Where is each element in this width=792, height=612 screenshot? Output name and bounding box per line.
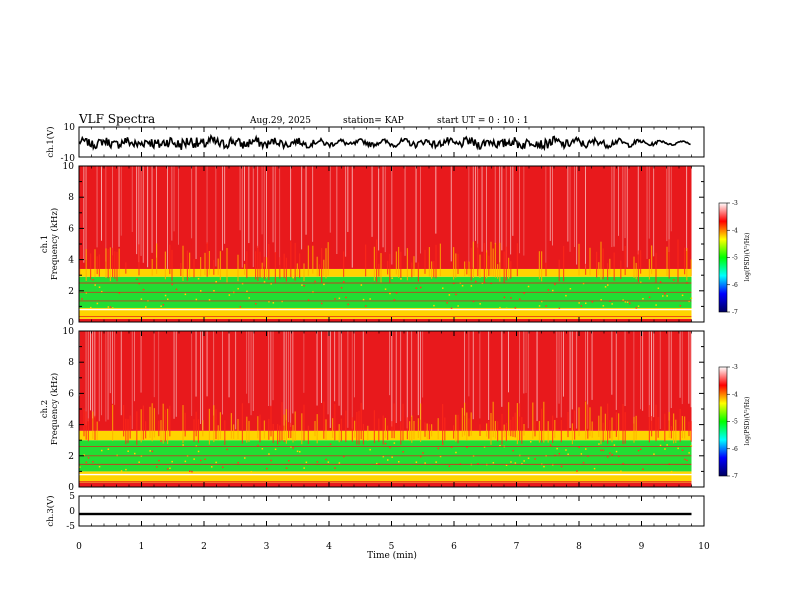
ch2-colorbar-label: log(PSD)(V²/Hz) xyxy=(744,397,751,446)
freq-tick-label: 0 xyxy=(68,318,74,328)
time-tick-label: 6 xyxy=(451,542,457,552)
freq-tick-label: 4 xyxy=(68,256,74,266)
time-tick-label: 5 xyxy=(389,542,395,552)
ch1-spectrogram-panel: 0 2 4 6 8 10 ch.1 Frequency (kHz) -3 -4 -5 -6 -7 … xyxy=(40,162,751,328)
ch1-ytick-top: 10 xyxy=(64,123,76,133)
freq-tick-label: 8 xyxy=(68,358,74,368)
ch1-spectrogram-channel-label: ch.1 xyxy=(40,235,50,253)
colorbar-tick-label: -6 xyxy=(732,446,738,453)
colorbar-tick-label: -3 xyxy=(732,200,738,207)
spectrum-band-high xyxy=(79,482,692,487)
ch2-spectrogram-ylabel: Frequency (kHz) xyxy=(49,373,60,445)
freq-tick-label: 6 xyxy=(68,224,74,234)
colorbar-tick-label: -7 xyxy=(732,473,738,480)
time-axis-label: Time (min) xyxy=(367,550,417,561)
colorbar-tick-label: -5 xyxy=(732,419,738,426)
figure-title: VLF Spectra xyxy=(78,112,155,126)
freq-tick-label: 2 xyxy=(68,452,74,462)
colorbar-tick-label: -3 xyxy=(732,364,738,371)
spectrum-band-mid xyxy=(79,268,692,277)
spectrum-band-high xyxy=(79,331,692,431)
time-tick-label: 4 xyxy=(326,542,332,552)
ch2-colorbar-gradient xyxy=(718,366,728,477)
ch1-spectrogram-image xyxy=(79,166,693,322)
ch1-colorbar-gradient xyxy=(718,202,728,313)
spectrum-band-mid xyxy=(79,471,692,483)
ch1-spectrogram-ylabel: Frequency (kHz) xyxy=(49,208,60,280)
time-tick-label: 3 xyxy=(264,542,270,552)
time-tick-label: 2 xyxy=(201,542,207,552)
colorbar-tick-label: -6 xyxy=(732,282,738,289)
colorbar-tick-label: -4 xyxy=(732,227,738,234)
ch2-spectrogram-channel-label: ch.2 xyxy=(40,400,50,418)
ch2-spectrogram-image xyxy=(79,331,693,487)
freq-tick-label: 10 xyxy=(63,327,75,337)
spectrum-band-mid xyxy=(79,307,692,319)
colorbar-tick-label: -5 xyxy=(732,255,738,262)
time-tick-label: 7 xyxy=(514,542,520,552)
time-tick-label: 0 xyxy=(76,542,82,552)
freq-tick-label: 2 xyxy=(68,287,74,297)
ch1-ylabel: ch.1(V) xyxy=(45,126,56,157)
start-time-label: start UT = 0 : 10 : 1 xyxy=(437,116,529,126)
date-label: Aug.29, 2025 xyxy=(249,116,311,126)
ch3-ylabel: ch.3(V) xyxy=(45,495,56,526)
ch1-ytick-bottom: -10 xyxy=(61,154,76,164)
freq-tick-label: 4 xyxy=(68,421,74,431)
freq-tick-label: 6 xyxy=(68,389,74,399)
freq-tick-label: 0 xyxy=(68,483,74,493)
ch1-colorbar: -3 -4 -5 -6 -7 log(PSD)(V²/Hz) xyxy=(718,200,751,316)
ch1-waveform-trace xyxy=(79,133,691,152)
time-tick-label: 8 xyxy=(576,542,582,552)
spectrum-band-high xyxy=(79,318,692,322)
ch3-ytick-middle: 0 xyxy=(69,507,75,517)
ch3-waveform-trace xyxy=(79,512,692,516)
ch2-colorbar: -3 -4 -5 -6 -7 log(PSD)(V²/Hz) xyxy=(718,364,751,480)
colorbar-tick-label: -4 xyxy=(732,391,738,398)
freq-tick-label: 10 xyxy=(63,162,75,172)
time-tick-label: 1 xyxy=(139,542,145,552)
colorbar-tick-label: -7 xyxy=(732,309,738,316)
ch2-spectrogram-panel: 0 2 4 6 8 10 ch.2 Frequency (kHz) -3 -4 -5 -6 -7 … xyxy=(40,327,751,493)
ch1-colorbar-label: log(PSD)(V²/Hz) xyxy=(744,233,751,282)
ch1-waveform-panel: 10 -10 ch.1(V) xyxy=(45,123,705,164)
ch3-waveform-panel: 5 0 -5 ch.3(V) xyxy=(45,492,705,532)
station-label: station= KAP xyxy=(343,116,404,126)
ch3-ytick-top: 5 xyxy=(69,492,75,502)
time-tick-label: 10 xyxy=(698,542,710,552)
time-axis: 0 1 2 3 4 5 6 7 8 9 10 xyxy=(76,127,710,552)
time-tick-label: 9 xyxy=(639,542,645,552)
freq-tick-label: 8 xyxy=(68,193,74,203)
ch3-ytick-bottom: -5 xyxy=(66,522,75,532)
